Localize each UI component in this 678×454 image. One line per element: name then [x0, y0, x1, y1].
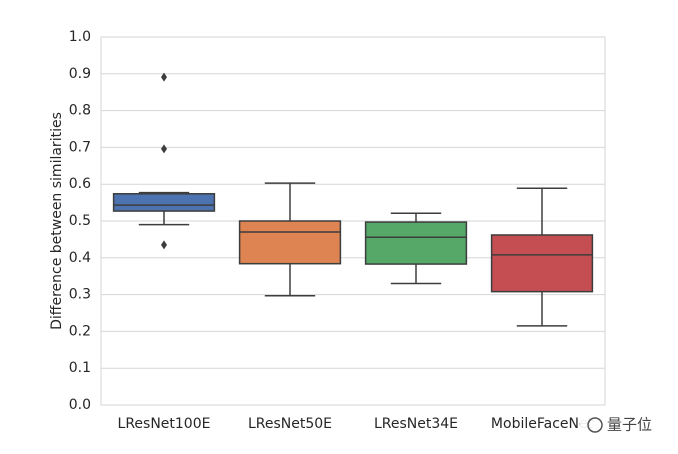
box — [490, 234, 594, 293]
y-axis-label: Difference between similarities — [49, 112, 65, 330]
outlier — [161, 240, 167, 250]
y-tick-label: 0.1 — [69, 360, 91, 376]
watermark: 量子位 — [607, 416, 652, 434]
y-tick-label: 0.9 — [69, 66, 91, 82]
box — [364, 221, 468, 265]
watermark-icon — [587, 417, 603, 433]
y-tick-label: 0.5 — [69, 213, 91, 229]
box — [238, 220, 342, 265]
x-tick-label: MobileFaceNet — [491, 416, 594, 432]
x-tick-label: LResNet100E — [118, 416, 211, 432]
outlier — [161, 144, 167, 154]
y-tick-label: 1.0 — [69, 29, 91, 45]
y-tick-label: 0.6 — [69, 176, 91, 192]
y-tick-label: 0.0 — [69, 397, 91, 413]
watermark-bg — [580, 412, 678, 438]
y-tick-label: 0.3 — [69, 287, 91, 303]
outlier — [161, 72, 167, 82]
y-tick-label: 0.4 — [69, 250, 91, 266]
plot-frame — [100, 36, 606, 406]
y-tick-label: 0.7 — [69, 139, 91, 155]
x-tick-label: LResNet34E — [374, 416, 458, 432]
box — [112, 193, 216, 212]
y-tick-label: 0.2 — [69, 323, 91, 339]
x-tick-label: LResNet50E — [248, 416, 332, 432]
y-tick-label: 0.8 — [69, 103, 91, 119]
